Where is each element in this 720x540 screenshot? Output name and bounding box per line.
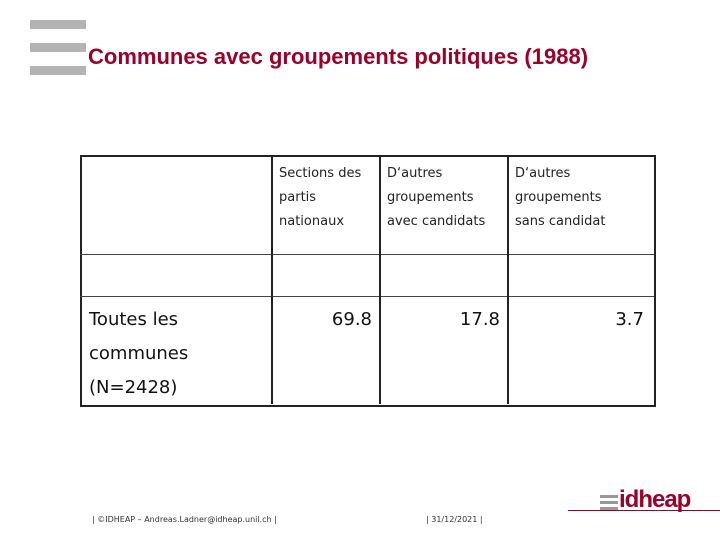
column-header: Sections des partis nationaux: [279, 162, 361, 234]
footer-date: | 31/12/2021 |: [426, 515, 483, 524]
header-line: D‘autres: [515, 166, 571, 181]
slide-title: Communes avec groupements politiques (19…: [88, 44, 589, 69]
header-line: groupements: [387, 190, 474, 205]
footer-rule: [568, 510, 720, 511]
decor-bar: [30, 20, 86, 29]
row-line: [80, 254, 654, 255]
logo-bar: [600, 507, 618, 510]
label-line: (N=2428): [89, 377, 178, 398]
logo: idheap: [619, 486, 691, 513]
header-line: avec candidats: [387, 214, 486, 229]
column-header: D‘autres groupements avec candidats: [387, 162, 485, 234]
row-line: [80, 296, 654, 297]
col-line: [507, 156, 509, 404]
column-header: D‘autres groupements sans candidat: [515, 162, 605, 234]
table: [80, 155, 656, 407]
cell-value: 3.7: [615, 309, 644, 330]
logo-bar: [600, 495, 618, 498]
decor-bar: [30, 43, 86, 52]
header-line: groupements: [515, 190, 602, 205]
cell-value: 69.8: [331, 309, 372, 330]
label-line: communes: [89, 343, 189, 364]
header-line: partis: [279, 190, 317, 205]
header-line: nationaux: [279, 214, 345, 229]
header-line: sans candidat: [515, 214, 606, 229]
col-line: [379, 156, 381, 404]
row-label: Toutes les communes (N=2428): [89, 303, 188, 405]
label-line: Toutes les: [89, 309, 179, 330]
footer-contact: | ©IDHEAP – Andreas.Ladner@idheap.unil.c…: [92, 515, 277, 524]
cell-value: 17.8: [459, 309, 500, 330]
header-line: D‘autres: [387, 166, 443, 181]
decor-bar: [30, 66, 86, 75]
logo-bar: [600, 501, 618, 504]
col-line: [271, 156, 273, 404]
header-line: Sections des: [279, 166, 362, 181]
